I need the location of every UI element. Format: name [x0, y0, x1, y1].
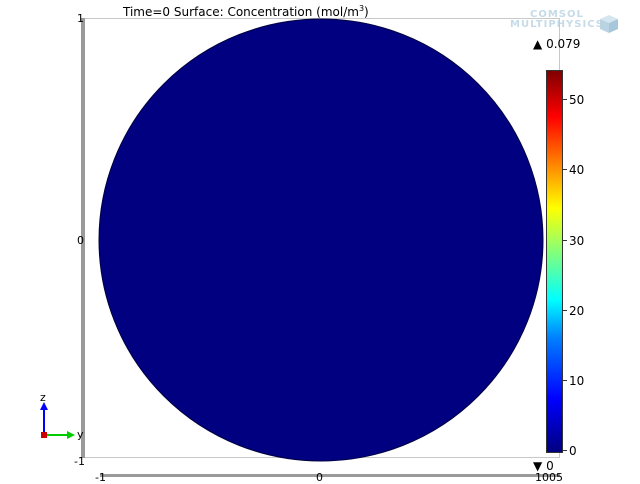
- triad-origin: [41, 432, 47, 438]
- colorbar-min: ▼ 0: [533, 460, 554, 472]
- colorbar-min-value: 0: [546, 459, 554, 473]
- colorbar-tickmark: [563, 169, 567, 170]
- colorbar-max-value: 0.079: [546, 37, 581, 51]
- triad-z-arrow-icon: [40, 402, 48, 410]
- triad-z-label: z: [40, 391, 46, 404]
- colorbar-max: ▲ 0.079: [533, 38, 580, 50]
- logo-line-2: MULTIPHYSICS: [510, 19, 604, 30]
- colorbar-tick-label: 0: [569, 444, 577, 458]
- colorbar-tickmark: [563, 310, 567, 311]
- colorbar-tick-label: 40: [569, 163, 585, 177]
- colorbar-tick-label: 30: [569, 234, 585, 248]
- logo-line-1: COMSOL: [530, 9, 584, 20]
- colorbar-tickmark: [563, 240, 567, 241]
- plot-title: Time=0 Surface: Concentration (mol/m3): [123, 4, 369, 19]
- max-marker-icon: ▲: [533, 37, 543, 51]
- colorbar-tickmark: [563, 450, 567, 451]
- x-tick-mid: 0: [316, 471, 323, 484]
- min-marker-icon: ▼: [533, 459, 543, 473]
- colorbar: [546, 70, 563, 453]
- colorbar-tickmark: [563, 380, 567, 381]
- colorbar-tickmark: [563, 99, 567, 100]
- comsol-logo: COMSOL MULTIPHYSICS: [510, 10, 604, 30]
- y-tick-top: 1: [77, 12, 84, 25]
- colorbar-tick-label: 10: [569, 374, 585, 388]
- concentration-surface-disc: [98, 18, 544, 462]
- comsol-cube-icon: [600, 15, 618, 33]
- x-tick-right: 1005: [535, 471, 563, 484]
- horizontal-axis-bar: [100, 474, 560, 477]
- surface-plot: [98, 18, 544, 462]
- x-tick-left: -1: [95, 471, 106, 484]
- triad-y-label: y: [77, 428, 84, 441]
- colorbar-tick-label: 20: [569, 304, 585, 318]
- triad-y-arrow-icon: [67, 431, 75, 439]
- vertical-axis-bar: [81, 18, 85, 458]
- y-tick-mid: 0: [77, 234, 84, 247]
- axis-triad: [40, 402, 75, 439]
- colorbar-tick-label: 50: [569, 93, 585, 107]
- y-tick-bottom: -1: [74, 455, 85, 468]
